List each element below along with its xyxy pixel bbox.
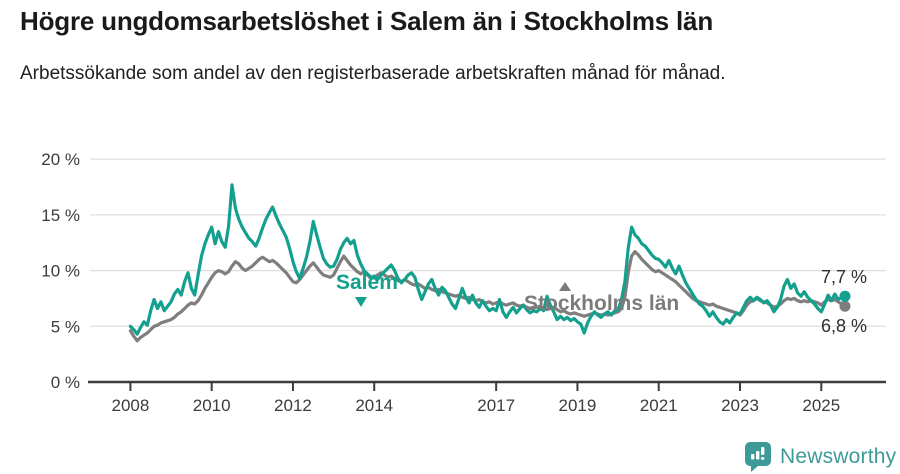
- salem-line: [128, 183, 847, 336]
- stockholms-lan-pointer-up-icon: [559, 282, 571, 291]
- y-axis-tick-label: 15 %: [41, 206, 80, 225]
- x-axis-tick-label: 2023: [721, 396, 759, 415]
- newsworthy-logo[interactable]: Newsworthy: [744, 441, 896, 472]
- newsworthy-wordmark: Newsworthy: [780, 444, 897, 468]
- x-axis-tick-label: 2010: [193, 396, 231, 415]
- series-end-dot: [839, 290, 851, 302]
- x-axis-tick-label: 2008: [111, 396, 149, 415]
- y-axis-tick-label: 20 %: [41, 150, 80, 169]
- series-end-value-label: 6,8 %: [821, 316, 867, 336]
- newsworthy-chart-bubble-icon: [745, 442, 771, 472]
- series-end-value-label: 7,7 %: [821, 267, 867, 287]
- x-axis-tick-label: 2019: [559, 396, 597, 415]
- page-title: Högre ungdomsarbetslöshet i Salem än i S…: [20, 6, 713, 36]
- x-axis-tick-label: 2012: [274, 396, 312, 415]
- y-axis-tick-label: 5 %: [51, 317, 80, 336]
- series-end-dot: [839, 300, 851, 312]
- series-label-stockholms-lan: Stockholms län: [524, 292, 680, 315]
- y-axis-tick-label: 10 %: [41, 262, 80, 281]
- y-axis-tick-label: 0 %: [51, 373, 80, 392]
- series-label-salem: Salem: [336, 271, 398, 294]
- stockholms-lan-line: [128, 250, 847, 343]
- x-axis-tick-label: 2017: [477, 396, 515, 415]
- chart-subtitle: Arbetssökande som andel av den registerb…: [20, 63, 726, 84]
- x-axis-tick-label: 2014: [355, 396, 393, 415]
- x-axis-tick-label: 2025: [802, 396, 840, 415]
- salem-pointer-down-icon: [355, 297, 367, 307]
- x-axis-tick-label: 2021: [640, 396, 678, 415]
